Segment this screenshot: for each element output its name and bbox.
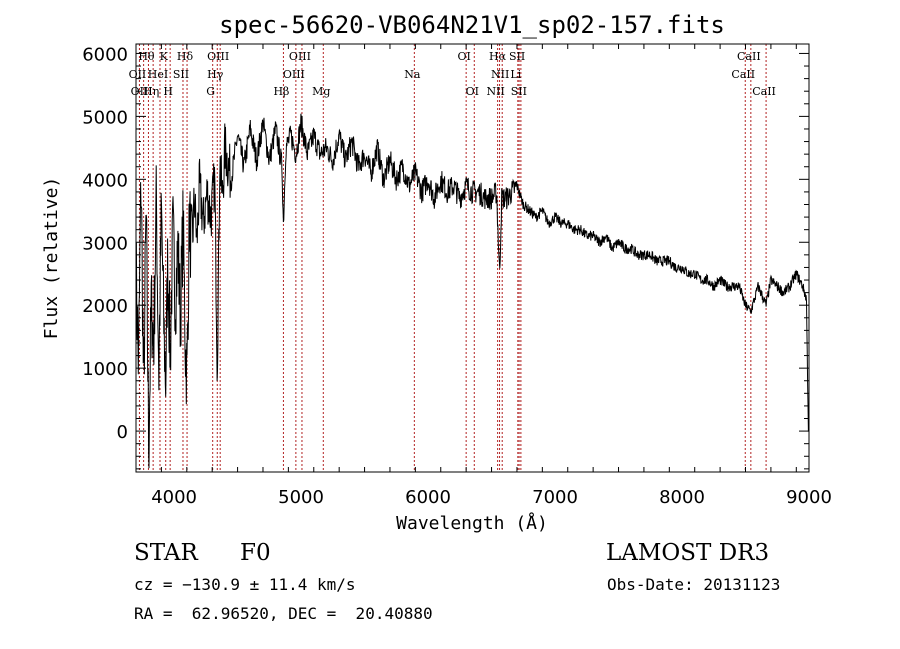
spectral-line-label: G [206, 85, 215, 98]
survey-name: LAMOST DR3 [606, 540, 770, 566]
spectral-line-label: OIII [207, 50, 229, 63]
spectral-line-label: NII [491, 68, 509, 81]
spectral-line-label: HeI [148, 68, 168, 81]
y-tick-label: 5000 [82, 107, 128, 128]
spectral-line-label: SII [509, 50, 525, 63]
spectral-line-label: Hθ [138, 50, 155, 63]
x-tick-label: 6000 [405, 487, 451, 508]
spectral-line-label: Hη [143, 85, 159, 98]
object-class: STAR [134, 540, 198, 566]
chart-title: spec-56620-VB064N21V1_sp02-157.fits [219, 11, 725, 39]
y-tick-label: 1000 [82, 359, 128, 380]
redshift-velocity: cz = −130.9 ± 11.4 km/s [134, 575, 356, 594]
spectral-line-label: CaII [752, 85, 776, 98]
x-tick-label: 7000 [532, 487, 578, 508]
x-tick-label: 9000 [786, 487, 832, 508]
y-axis-label: Flux (relative) [41, 177, 62, 340]
spectrum-series [135, 113, 809, 469]
spectral-line-label: OIII [289, 50, 311, 63]
axes: 4000 5000 6000 7000 8000 9000 0 1000 2000 3000 400… [82, 43, 832, 508]
spectral-line-label: NII [486, 85, 504, 98]
observation-date: Obs-Date: 20131123 [607, 575, 781, 594]
x-tick-label: 4000 [151, 487, 197, 508]
spectral-line-label: Hβ [273, 85, 289, 98]
y-tick-label: 2000 [82, 296, 128, 317]
spectral-line-label: OI [466, 85, 479, 98]
spectrum-line [135, 113, 809, 469]
spectral-line-label: CaII [731, 68, 755, 81]
spectral-line-label: OIII [283, 68, 305, 81]
spectral-line-label: K [160, 50, 169, 63]
spectral-line-markers [138, 44, 767, 472]
spectral-line-label: SII [511, 85, 527, 98]
spectral-line-label: Hδ [177, 50, 194, 63]
spectral-line-label: SII [173, 68, 189, 81]
plot-frame [135, 43, 810, 473]
y-tick-label: 4000 [82, 170, 128, 191]
x-axis-label: Wavelength (Å) [396, 512, 548, 534]
spectral-line-label: CaII [737, 50, 761, 63]
coordinates: RA = 62.96520, DEC = 20.40880 [134, 604, 433, 623]
spectral-line-label: Na [404, 68, 421, 81]
y-tick-label: 6000 [82, 44, 128, 65]
spectral-line-label: Hγ [207, 68, 224, 81]
y-tick-label: 0 [117, 422, 128, 443]
x-tick-label: 8000 [659, 487, 705, 508]
spectral-line-label: H [163, 85, 173, 98]
spectral-line-label: OII [129, 68, 147, 81]
spectral-line-label: Mg [312, 85, 330, 98]
spectral-line-label: Hα [489, 50, 507, 63]
y-tick-label: 3000 [82, 233, 128, 254]
x-tick-label: 5000 [278, 487, 324, 508]
spectral-line-label: OI [457, 50, 470, 63]
spectral-line-label: Li [510, 68, 521, 81]
spectral-subclass: F0 [240, 540, 271, 566]
